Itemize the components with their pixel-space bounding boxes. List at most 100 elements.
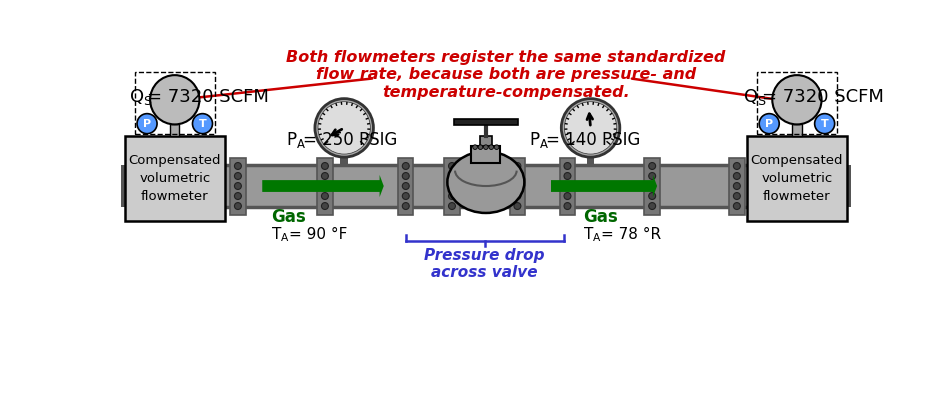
Circle shape: [234, 203, 242, 209]
Circle shape: [234, 182, 242, 189]
Text: P: P: [765, 119, 774, 129]
Circle shape: [315, 99, 374, 157]
Bar: [445, 157, 460, 215]
Bar: [453, 120, 519, 125]
Bar: [471, 146, 501, 163]
Bar: [225, 165, 747, 207]
Circle shape: [564, 203, 571, 209]
Ellipse shape: [447, 151, 524, 213]
Circle shape: [402, 162, 410, 169]
Text: P: P: [143, 119, 151, 129]
Circle shape: [648, 182, 656, 189]
Circle shape: [448, 203, 455, 209]
Circle shape: [448, 173, 455, 180]
Bar: [121, 165, 129, 207]
Circle shape: [564, 162, 571, 169]
Circle shape: [773, 75, 822, 124]
Circle shape: [489, 145, 494, 149]
Text: = 7320 SCFM: = 7320 SCFM: [761, 89, 884, 106]
Text: = 7320 SCFM: = 7320 SCFM: [147, 89, 269, 106]
Circle shape: [734, 193, 740, 200]
Circle shape: [814, 114, 834, 134]
Circle shape: [648, 162, 656, 169]
Circle shape: [448, 162, 455, 169]
Text: T: T: [821, 119, 829, 129]
Circle shape: [448, 182, 455, 189]
Text: $\mathrm{P_A}$: $\mathrm{P_A}$: [286, 130, 306, 150]
Circle shape: [402, 203, 410, 209]
Circle shape: [734, 182, 740, 189]
Circle shape: [478, 145, 483, 149]
Circle shape: [402, 182, 410, 189]
Bar: [480, 135, 492, 146]
Circle shape: [564, 173, 571, 180]
Circle shape: [321, 182, 328, 189]
Bar: [559, 157, 575, 215]
Circle shape: [234, 173, 242, 180]
Text: Compensated
volumetric
flowmeter: Compensated volumetric flowmeter: [129, 154, 221, 203]
Text: $\mathrm{P_A}$: $\mathrm{P_A}$: [529, 130, 549, 150]
Circle shape: [648, 203, 656, 209]
Circle shape: [494, 145, 499, 149]
Bar: [793, 124, 802, 136]
Circle shape: [561, 99, 620, 157]
Circle shape: [648, 173, 656, 180]
Text: $\mathrm{T_A}$: $\mathrm{T_A}$: [271, 225, 290, 244]
Circle shape: [402, 193, 410, 200]
Circle shape: [137, 114, 157, 134]
Circle shape: [514, 182, 520, 189]
Circle shape: [473, 145, 478, 149]
Circle shape: [234, 193, 242, 200]
Circle shape: [448, 193, 455, 200]
Circle shape: [318, 102, 371, 154]
Circle shape: [759, 114, 779, 134]
Circle shape: [564, 102, 617, 154]
Text: = 140 PSIG: = 140 PSIG: [546, 131, 640, 149]
Bar: [230, 157, 246, 215]
Bar: [398, 157, 413, 215]
Bar: [747, 136, 847, 221]
Text: $\mathrm{T_A}$: $\mathrm{T_A}$: [583, 225, 602, 244]
Text: T: T: [199, 119, 207, 129]
Bar: [757, 72, 837, 134]
Text: Both flowmeters register the same standardized
flow rate, because both are press: Both flowmeters register the same standa…: [286, 50, 725, 100]
Bar: [587, 157, 594, 165]
Bar: [645, 157, 660, 215]
Circle shape: [321, 203, 328, 209]
Circle shape: [150, 75, 199, 124]
Circle shape: [564, 182, 571, 189]
Bar: [135, 72, 215, 134]
Text: Gas: Gas: [271, 208, 306, 226]
Bar: [340, 157, 348, 165]
Text: Pressure drop
across valve: Pressure drop across valve: [425, 248, 545, 280]
Circle shape: [734, 203, 740, 209]
Circle shape: [734, 173, 740, 180]
Circle shape: [514, 162, 520, 169]
Circle shape: [564, 193, 571, 200]
Circle shape: [402, 173, 410, 180]
Circle shape: [514, 173, 520, 180]
Circle shape: [321, 162, 328, 169]
Circle shape: [648, 193, 656, 200]
Circle shape: [321, 173, 328, 180]
Circle shape: [514, 203, 520, 209]
Text: Compensated
volumetric
flowmeter: Compensated volumetric flowmeter: [751, 154, 843, 203]
Text: Gas: Gas: [583, 208, 617, 226]
Circle shape: [321, 193, 328, 200]
Circle shape: [514, 193, 520, 200]
Text: $\mathrm{Q_S}$: $\mathrm{Q_S}$: [129, 87, 153, 107]
Bar: [318, 157, 333, 215]
Bar: [170, 124, 179, 136]
Text: = 250 PSIG: = 250 PSIG: [303, 131, 398, 149]
Circle shape: [234, 162, 242, 169]
Circle shape: [483, 145, 488, 149]
Bar: [510, 157, 525, 215]
Bar: [125, 136, 225, 221]
Circle shape: [734, 162, 740, 169]
Bar: [729, 157, 744, 215]
Circle shape: [192, 114, 212, 134]
Text: = 90 °F: = 90 °F: [289, 227, 347, 242]
Text: $\mathrm{Q_S}$: $\mathrm{Q_S}$: [743, 87, 767, 107]
Text: = 78 °R: = 78 °R: [601, 227, 661, 242]
Bar: [843, 165, 850, 207]
